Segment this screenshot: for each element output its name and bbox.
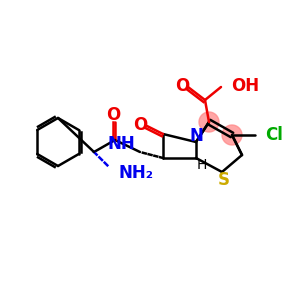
Text: O: O [106,106,120,124]
Text: N: N [189,127,203,145]
Text: NH: NH [107,135,135,153]
Text: O: O [175,77,189,95]
Text: S: S [218,171,230,189]
Text: NH₂: NH₂ [118,164,153,182]
Text: Cl: Cl [265,126,283,144]
Text: O: O [133,116,147,134]
Text: OH: OH [231,77,259,95]
Circle shape [222,125,242,145]
Text: H: H [197,158,207,172]
Circle shape [199,112,219,132]
